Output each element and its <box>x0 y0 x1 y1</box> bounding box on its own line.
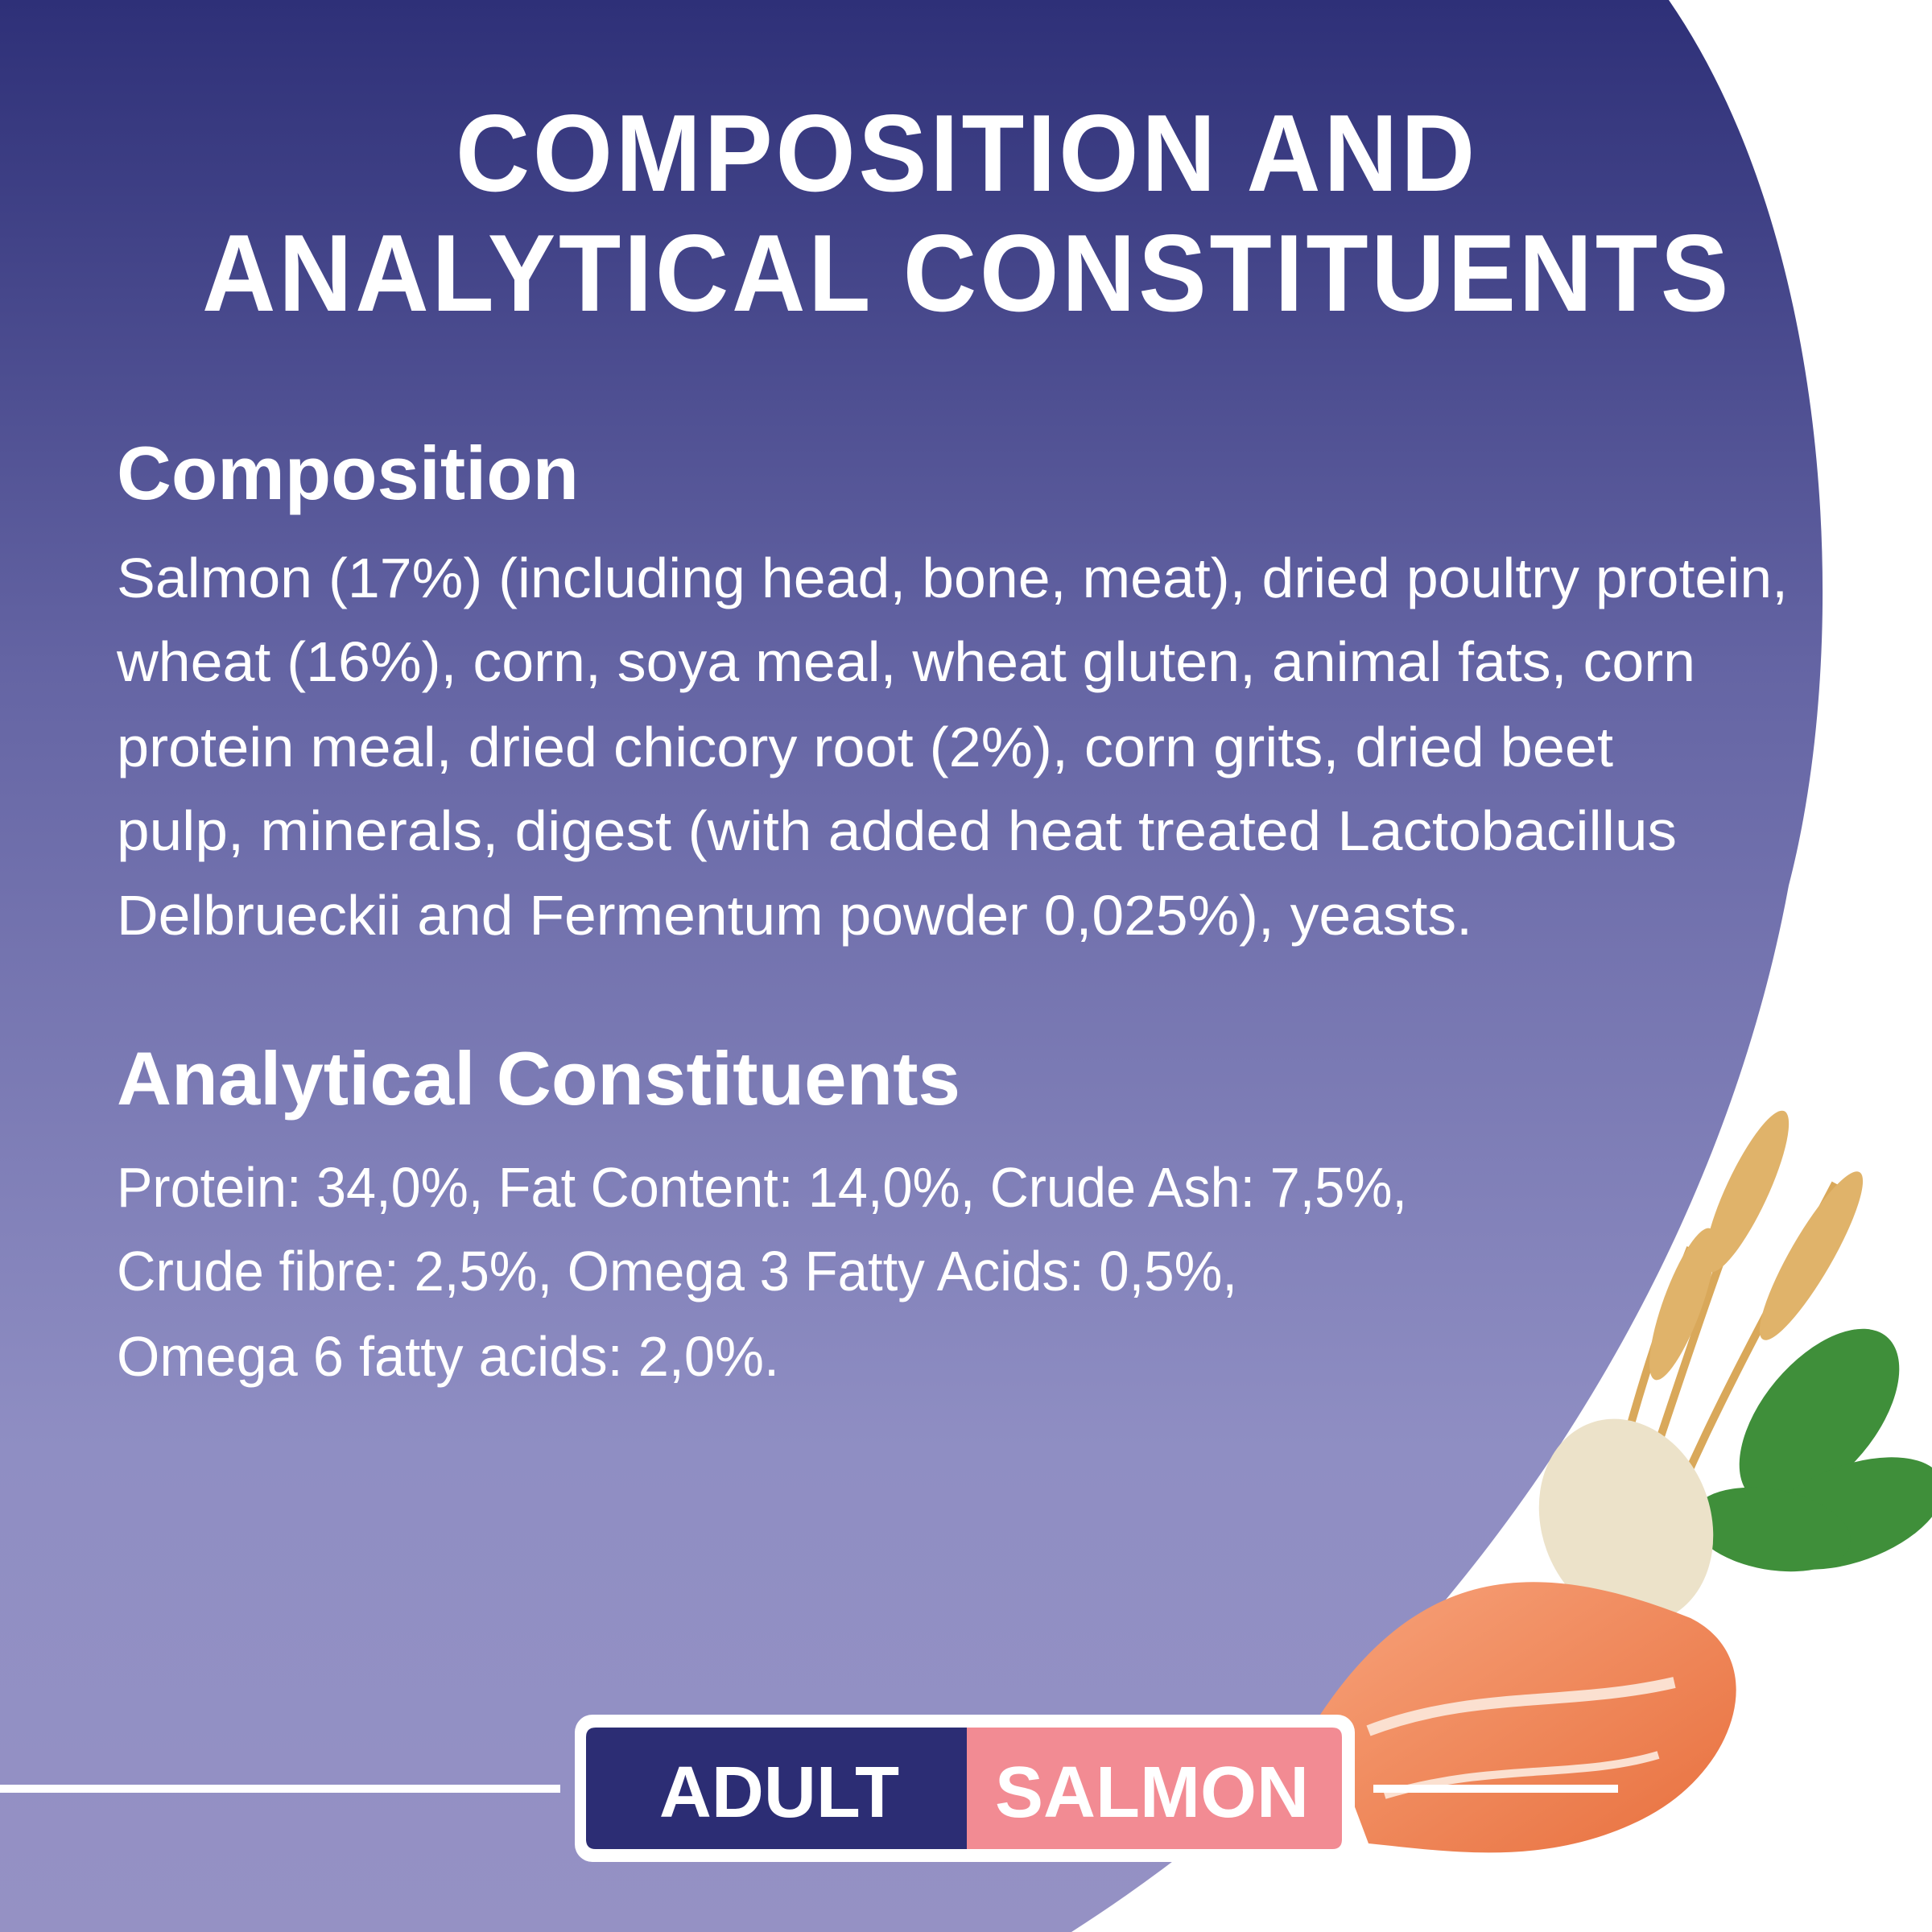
text-line: pulp, minerals, digest (with added heat … <box>117 799 1677 862</box>
background-panel <box>0 0 1823 1932</box>
badge-right <box>967 1728 1342 1849</box>
text-line: Delbrueckii and Fermentum powder 0,025%)… <box>117 884 1472 947</box>
badge-label: SALMON <box>995 1752 1309 1833</box>
title: COMPOSITION AND ANALYTICAL CONSTITUENTS <box>202 92 1732 334</box>
text-line: Omega 6 fatty acids: 2,0%. <box>117 1325 779 1388</box>
composition-text: Salmon (17%) (including head, bone, meat… <box>116 547 1788 947</box>
text-line: Salmon (17%) (including head, bone, meat… <box>117 547 1788 609</box>
text-line: Protein: 34,0%, Fat Content: 14,0%, Crud… <box>117 1156 1407 1219</box>
badge-left <box>586 1728 967 1849</box>
section-heading: Composition <box>117 431 579 515</box>
text-line: wheat (16%), corn, soya meal, wheat glut… <box>116 630 1695 693</box>
text-line: Crude fibre: 2,5%, Omega 3 Fatty Acids: … <box>117 1240 1237 1302</box>
badge-label: ADULT <box>659 1752 899 1833</box>
title-line: COMPOSITION AND <box>456 92 1478 214</box>
text-line: protein meal, dried chicory root (2%), c… <box>117 716 1613 778</box>
analytical-text: Protein: 34,0%, Fat Content: 14,0%, Crud… <box>117 1156 1407 1388</box>
section-heading: Analytical Constituents <box>117 1036 960 1121</box>
badge: ADULT SALMON <box>0 1715 1618 1862</box>
title-line: ANALYTICAL CONSTITUENTS <box>202 212 1732 334</box>
